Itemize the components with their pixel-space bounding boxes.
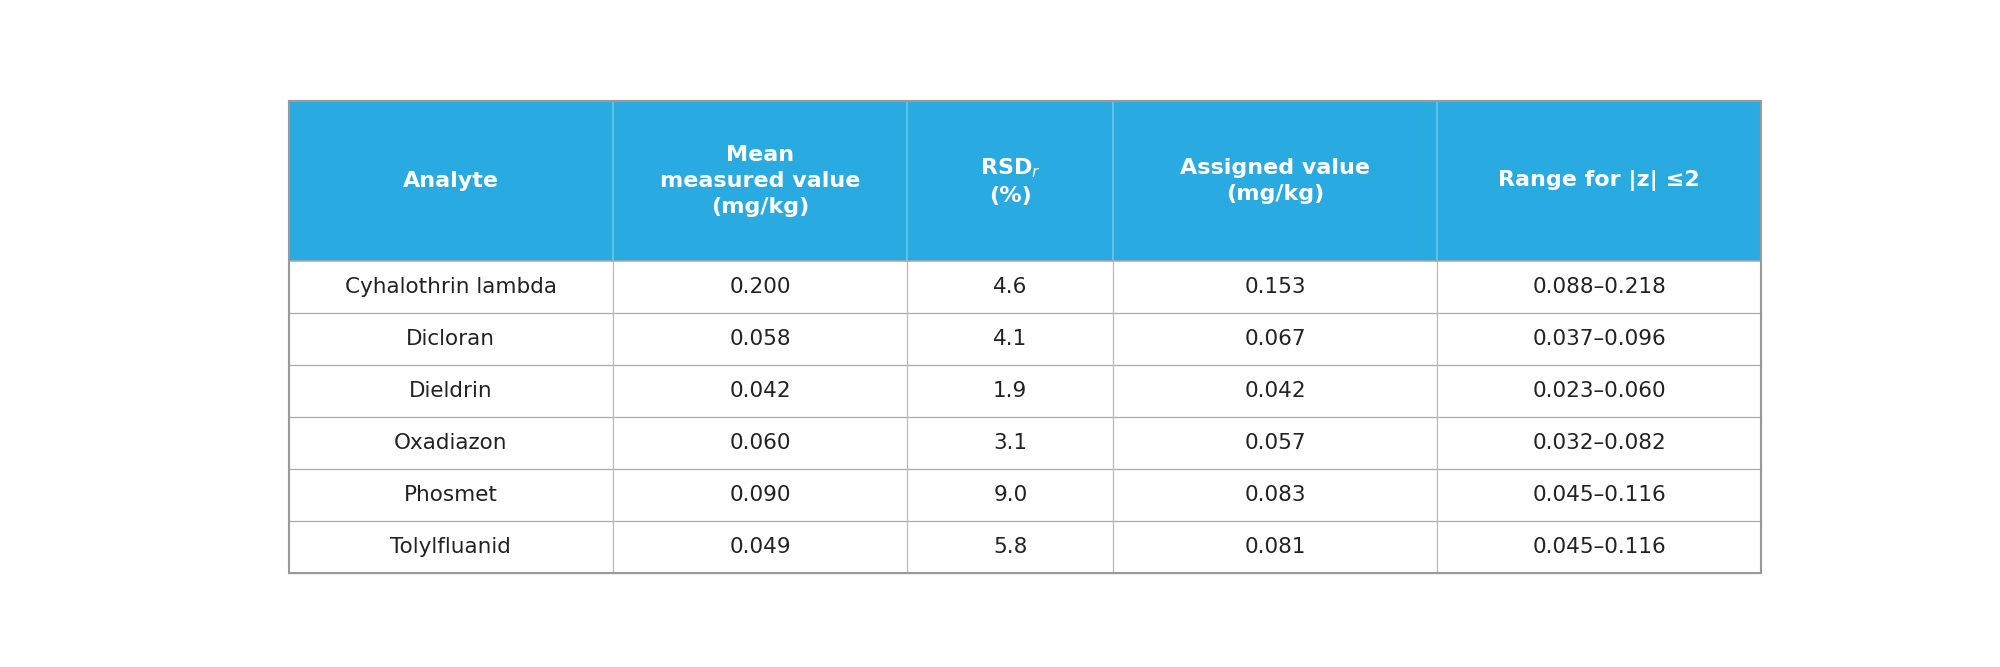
Bar <box>612 261 908 313</box>
Bar <box>288 261 612 313</box>
Bar <box>908 101 1114 261</box>
Text: 0.057: 0.057 <box>1244 433 1306 453</box>
Bar <box>1438 521 1762 573</box>
Bar <box>1114 101 1438 261</box>
Bar <box>288 521 612 573</box>
Bar <box>288 469 612 521</box>
Bar <box>288 101 612 261</box>
Bar <box>908 521 1114 573</box>
Text: Tolylfluanid: Tolylfluanid <box>390 537 512 557</box>
Bar <box>908 313 1114 366</box>
Text: 0.067: 0.067 <box>1244 329 1306 350</box>
Text: 0.060: 0.060 <box>730 433 790 453</box>
Bar <box>1438 101 1762 261</box>
Text: 0.042: 0.042 <box>730 381 790 401</box>
Text: 0.045–0.116: 0.045–0.116 <box>1532 485 1666 505</box>
Bar <box>288 417 612 469</box>
Bar <box>1438 417 1762 469</box>
Text: Dicloran: Dicloran <box>406 329 496 350</box>
Text: 0.037–0.096: 0.037–0.096 <box>1532 329 1666 350</box>
Text: 3.1: 3.1 <box>994 433 1028 453</box>
Bar <box>1438 261 1762 313</box>
Text: 0.049: 0.049 <box>730 537 790 557</box>
Bar <box>1114 521 1438 573</box>
Bar <box>612 313 908 366</box>
Bar <box>288 366 612 417</box>
Text: 4.6: 4.6 <box>994 277 1028 297</box>
Bar <box>288 313 612 366</box>
Text: Dieldrin: Dieldrin <box>408 381 492 401</box>
Bar <box>612 521 908 573</box>
Text: 0.200: 0.200 <box>730 277 790 297</box>
Bar <box>908 469 1114 521</box>
Text: Cyhalothrin lambda: Cyhalothrin lambda <box>344 277 556 297</box>
Bar <box>612 101 908 261</box>
Text: 0.081: 0.081 <box>1244 537 1306 557</box>
Text: 9.0: 9.0 <box>994 485 1028 505</box>
Text: 4.1: 4.1 <box>994 329 1028 350</box>
Bar <box>1114 417 1438 469</box>
Bar <box>1114 366 1438 417</box>
Text: 0.153: 0.153 <box>1244 277 1306 297</box>
Text: RSD$_r$
(%): RSD$_r$ (%) <box>980 156 1040 205</box>
Bar <box>1438 313 1762 366</box>
Text: 0.088–0.218: 0.088–0.218 <box>1532 277 1666 297</box>
Text: 0.090: 0.090 <box>730 485 790 505</box>
Bar <box>908 261 1114 313</box>
Text: 1.9: 1.9 <box>994 381 1028 401</box>
Text: Assigned value
(mg/kg): Assigned value (mg/kg) <box>1180 158 1370 203</box>
Text: Analyte: Analyte <box>402 171 498 191</box>
Bar <box>612 417 908 469</box>
Bar <box>1438 469 1762 521</box>
Text: 0.045–0.116: 0.045–0.116 <box>1532 537 1666 557</box>
Bar <box>1114 313 1438 366</box>
Text: Range for |z| ≤2: Range for |z| ≤2 <box>1498 170 1700 191</box>
Bar <box>612 366 908 417</box>
Bar <box>1114 261 1438 313</box>
Text: 0.023–0.060: 0.023–0.060 <box>1532 381 1666 401</box>
Bar <box>1114 469 1438 521</box>
Text: 0.058: 0.058 <box>730 329 790 350</box>
Text: 0.083: 0.083 <box>1244 485 1306 505</box>
Bar <box>908 366 1114 417</box>
Text: Oxadiazon: Oxadiazon <box>394 433 508 453</box>
Bar <box>1438 366 1762 417</box>
Text: Mean
measured value
(mg/kg): Mean measured value (mg/kg) <box>660 145 860 217</box>
Text: 5.8: 5.8 <box>994 537 1028 557</box>
Bar <box>908 417 1114 469</box>
Bar <box>612 469 908 521</box>
Text: Phosmet: Phosmet <box>404 485 498 505</box>
Text: 0.032–0.082: 0.032–0.082 <box>1532 433 1666 453</box>
Text: 0.042: 0.042 <box>1244 381 1306 401</box>
